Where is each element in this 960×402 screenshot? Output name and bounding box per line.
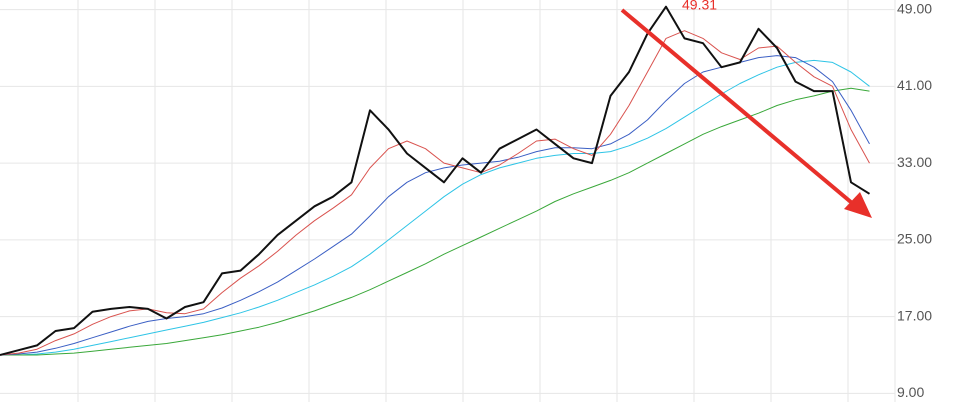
series-line: [0, 55, 870, 356]
y-tick-label: 33.00: [897, 154, 932, 170]
vertical-grid: [77, 0, 896, 402]
peak-annotation: 49.31: [682, 0, 717, 13]
series-line: [0, 59, 870, 356]
y-tick-label: 41.00: [897, 77, 932, 93]
y-tick-label: 9.00: [897, 384, 924, 400]
series-line: [0, 5, 871, 356]
series-line: [0, 87, 870, 356]
trend-arrow: [620, 8, 872, 218]
y-tick-label: 49.00: [897, 0, 932, 16]
y-tick-label: 17.00: [897, 307, 932, 323]
plot: [0, 5, 895, 394]
y-tick-label: 25.00: [897, 231, 932, 247]
